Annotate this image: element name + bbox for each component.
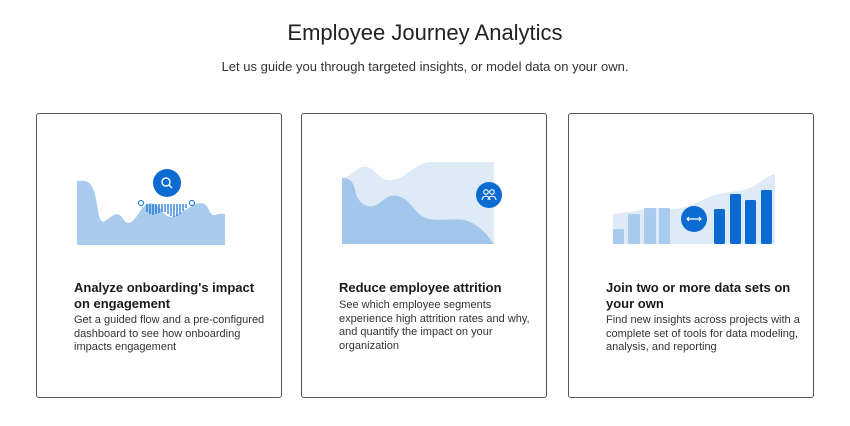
card-title: Reduce employee attrition: [339, 280, 502, 295]
page-subtitle: Let us guide you through targeted insigh…: [221, 59, 629, 74]
page-title: Employee Journey Analytics: [287, 20, 563, 45]
double-arrow-icon: [681, 206, 707, 232]
card-join-data-sets[interactable]: Join two or more data sets on your own F…: [568, 113, 814, 398]
card-description: Get a guided flow and a pre-configured d…: [74, 314, 265, 353]
search-icon: [153, 169, 181, 197]
card-reduce-attrition[interactable]: Reduce employee attrition See which empl…: [301, 113, 547, 398]
join-data-illustration: [613, 174, 775, 244]
attrition-illustration: [342, 162, 502, 244]
card-description: Find new insights across projects with a…: [606, 314, 800, 353]
card-title: Join two or more data sets on your own: [606, 280, 791, 311]
card-onboarding-engagement[interactable]: Analyze onboarding's impact on engagemen…: [36, 113, 282, 398]
people-icon: [476, 182, 502, 208]
onboarding-illustration: [77, 169, 225, 245]
card-description: See which employee segments experience h…: [339, 299, 530, 352]
card-title: Analyze onboarding's impact on engagemen…: [74, 280, 255, 311]
